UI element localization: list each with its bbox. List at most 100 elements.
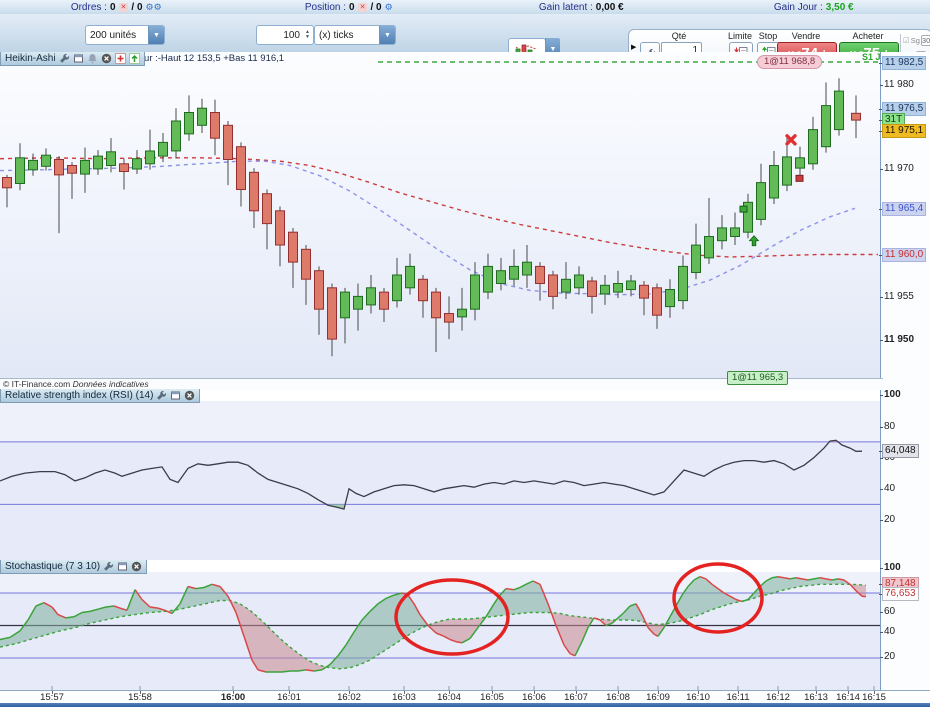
stoch-k-line xyxy=(313,669,323,672)
stoch-k-line xyxy=(555,625,565,646)
sg-checkbox-label: Sg xyxy=(910,35,920,45)
add-buy-icon[interactable] xyxy=(128,53,140,64)
time-label: 16:15 xyxy=(862,692,886,703)
window-icon[interactable] xyxy=(170,390,181,401)
stoch-k-line xyxy=(813,577,821,580)
candle xyxy=(730,227,740,237)
candle xyxy=(184,112,194,135)
stoch-k-line xyxy=(369,603,379,612)
collapse-arrow-icon[interactable]: ▶ xyxy=(631,44,637,51)
axis-label: 40 xyxy=(879,483,896,494)
close-icon[interactable] xyxy=(184,390,195,401)
candle xyxy=(353,295,363,310)
chart-toolbar: 200 unités ▼ 100 ▲ ▼ (x) ticks ▼ ▼ xyxy=(0,14,930,67)
stoch-k-line xyxy=(629,603,637,607)
sg-checkbox[interactable]: ☑ xyxy=(903,35,910,45)
price-chart[interactable] xyxy=(0,52,880,378)
ma-fast-line xyxy=(0,157,878,258)
pivot-s1-label: S1 J xyxy=(862,52,881,62)
ticks-count-stepper[interactable]: 100 ▲ ▼ xyxy=(256,25,314,45)
axis-label: 11 982,5 xyxy=(878,56,927,70)
wrench-icon[interactable] xyxy=(156,390,167,401)
position-gear-icon[interactable]: ⚙ xyxy=(384,1,393,12)
candle xyxy=(249,171,259,212)
stoch-k-line xyxy=(801,578,809,581)
stoch-k-line xyxy=(89,608,99,613)
add-sell-icon[interactable] xyxy=(114,53,126,64)
close-icon[interactable] xyxy=(131,561,142,572)
position-total: / 0 xyxy=(370,1,382,13)
candle xyxy=(210,112,220,139)
candle xyxy=(691,244,701,274)
ticks-count-value: 100 xyxy=(283,29,300,41)
ticks-unit-select[interactable]: (x) ticks ▼ xyxy=(314,25,396,45)
window-icon[interactable] xyxy=(117,561,128,572)
time-label: 16:03 xyxy=(392,692,416,703)
candle xyxy=(626,280,636,291)
close-icon[interactable] xyxy=(101,53,112,64)
stochastic-chart[interactable] xyxy=(0,572,880,690)
candle xyxy=(509,265,519,280)
stoch-k-line xyxy=(65,616,75,619)
stepper-arrows-icon[interactable]: ▲ ▼ xyxy=(305,29,310,40)
axis-label: 11 975,1 xyxy=(878,124,927,138)
stoch-k-line xyxy=(51,606,59,616)
stoch-k-line xyxy=(157,607,166,612)
chevron-down-icon[interactable]: ▼ xyxy=(148,26,164,44)
candle xyxy=(418,278,428,302)
candle xyxy=(613,283,623,293)
candle xyxy=(470,274,480,310)
stoch-k-line xyxy=(243,636,253,661)
candle xyxy=(41,154,51,167)
position-count: 0 xyxy=(349,1,355,13)
axis-label: 80 xyxy=(879,421,896,432)
axis-label: 100 xyxy=(880,389,901,400)
candle xyxy=(795,157,805,169)
axis-label: 20 xyxy=(879,514,896,525)
candle xyxy=(639,284,649,299)
close-position-icon[interactable]: ✕ xyxy=(357,2,368,12)
candle xyxy=(405,265,415,289)
time-axis[interactable]: 15:57 15:58 16:00 16:01 16:02 16:03 16:04 16:05… xyxy=(0,690,930,703)
candle xyxy=(314,270,324,310)
chevron-down-icon[interactable]: ▼ xyxy=(379,26,395,44)
time-tick xyxy=(289,691,290,694)
copyright-note: Données indicatives xyxy=(72,379,149,389)
cancel-orders-icon[interactable]: ✕ xyxy=(118,2,129,12)
stoch-k-line xyxy=(855,590,863,597)
units-select[interactable]: 200 unités ▼ xyxy=(85,25,165,45)
window-icon[interactable] xyxy=(73,53,84,64)
stoch-k-line xyxy=(219,586,229,597)
time-label: 16:05 xyxy=(480,692,504,703)
stoch-k-line xyxy=(587,617,595,628)
time-tick xyxy=(658,691,659,694)
candle xyxy=(522,261,532,276)
copyright-text: © IT-Finance.com xyxy=(3,379,71,389)
time-label: 16:02 xyxy=(337,692,361,703)
sg-pts-input[interactable]: 30 xyxy=(920,34,930,46)
stoch-k-line xyxy=(617,611,625,619)
rsi-line xyxy=(0,439,863,510)
wrench-icon[interactable] xyxy=(103,561,114,572)
candle xyxy=(392,274,402,302)
stoch-k-line xyxy=(353,619,363,633)
orders-gear-icon[interactable]: ⚙⚙ xyxy=(145,1,162,12)
stoch-k-line xyxy=(9,630,21,639)
candle xyxy=(15,157,25,185)
window-bottom-strip xyxy=(0,702,930,707)
rsi-header: Relative strength index (RSI) (14) xyxy=(0,389,201,403)
candle xyxy=(158,141,168,157)
working-order-label[interactable]: 1@11 968,8 xyxy=(757,55,823,69)
rsi-chart[interactable] xyxy=(0,401,880,560)
time-tick xyxy=(233,691,234,694)
stoch-k-line xyxy=(81,610,91,614)
alarm-bell-icon[interactable] xyxy=(87,53,98,64)
stoch-k-line xyxy=(647,627,655,635)
candle xyxy=(80,159,90,175)
wrench-icon[interactable] xyxy=(59,53,70,64)
candle xyxy=(171,120,181,152)
stoch-k-line xyxy=(635,603,643,615)
candle xyxy=(223,124,233,161)
candle xyxy=(483,265,493,293)
reject-x-icon xyxy=(785,134,797,146)
